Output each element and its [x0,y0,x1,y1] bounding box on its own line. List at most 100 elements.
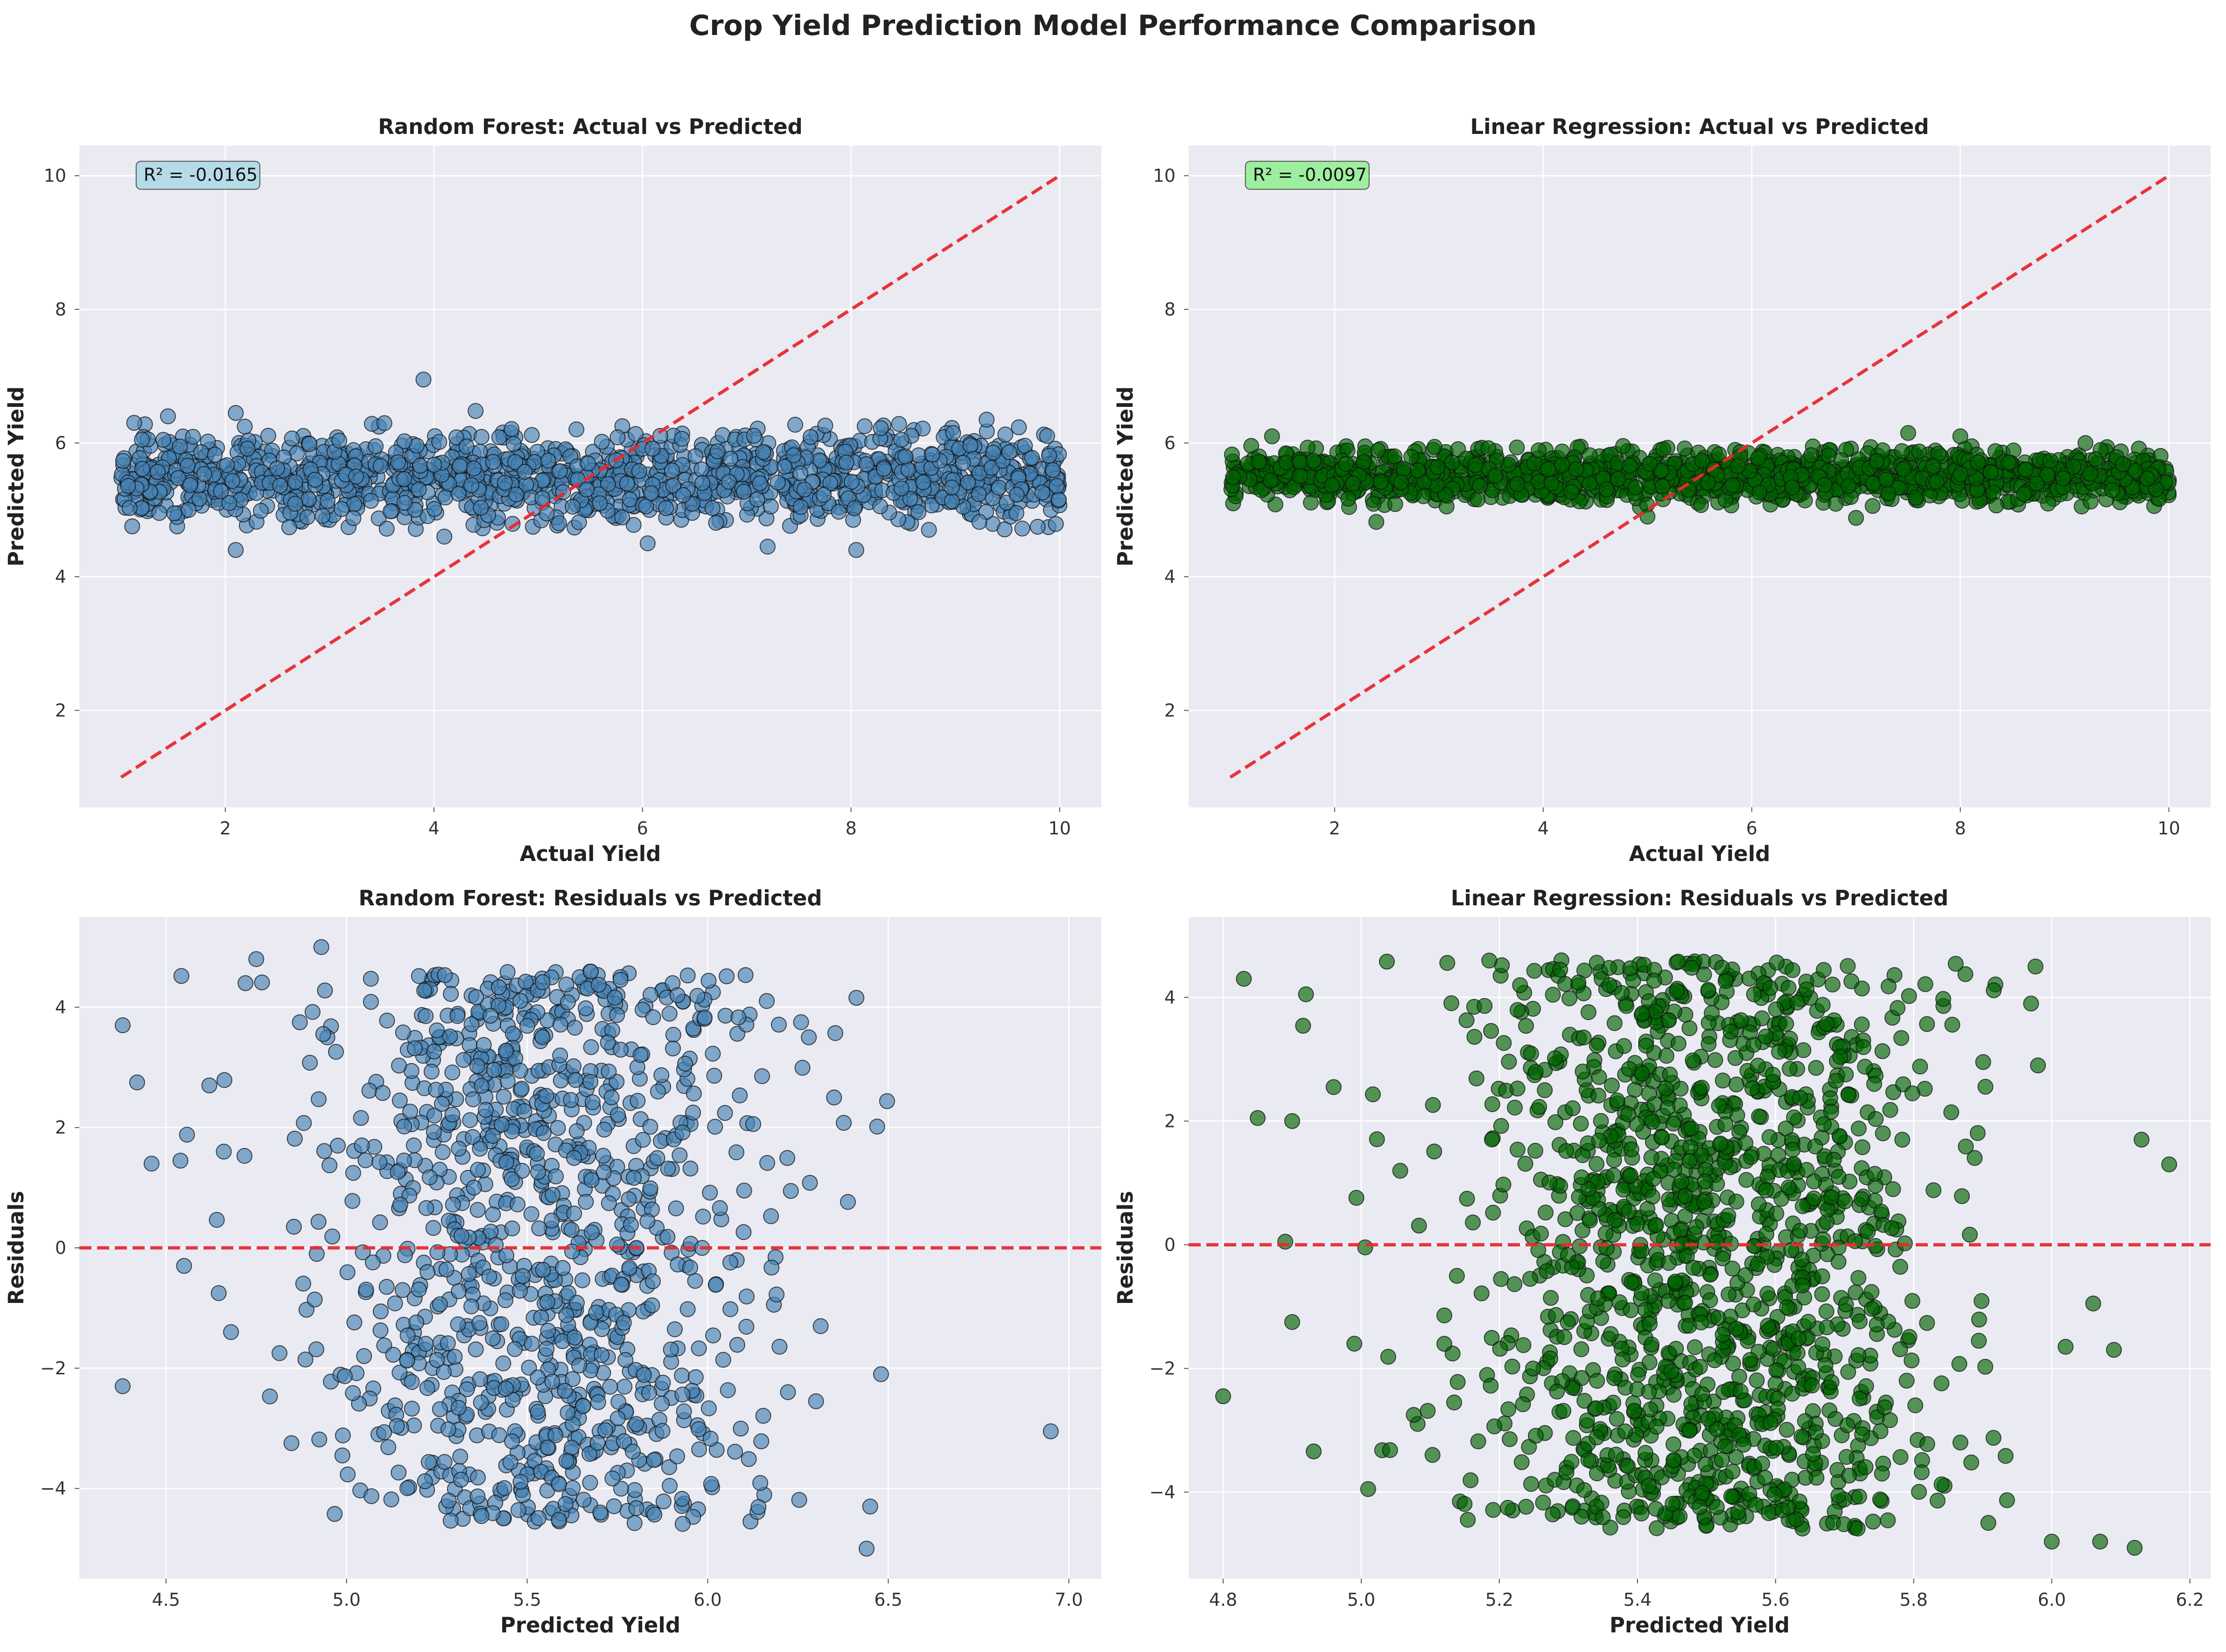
data-point [404,1374,420,1390]
data-point [485,1128,501,1144]
data-point [1665,1436,1681,1452]
data-point [1696,966,1712,983]
data-point [2127,462,2143,479]
data-point [1661,1255,1677,1271]
data-point [518,973,534,990]
data-point [644,1297,660,1314]
data-point [1895,461,1911,477]
data-point [302,1055,318,1071]
data-point [1751,484,1768,501]
data-point [470,1162,486,1178]
data-point [535,1262,551,1278]
data-point [1655,441,1672,457]
data-point [1865,476,1881,492]
data-point [687,1369,704,1386]
data-point [626,1515,643,1531]
data-point [717,1105,733,1121]
data-point [1610,471,1626,487]
data-point [193,444,210,460]
data-point [389,1418,405,1434]
data-point [759,1155,776,1171]
r2-annotation-box [1245,161,1370,190]
data-point [1582,447,1598,463]
data-point [540,453,556,469]
data-point [826,1089,842,1106]
data-point [1944,1016,1960,1033]
data-point [759,539,776,555]
figure-title: Crop Yield Prediction Model Performance … [689,9,1537,42]
data-point [704,500,721,516]
data-point [1728,1076,1744,1092]
data-point [438,1261,455,1278]
data-point [971,514,987,530]
data-point [722,451,739,467]
data-point [1356,454,1372,470]
data-point [741,1451,757,1467]
data-point [571,514,587,531]
data-point [287,474,303,490]
data-point [504,1171,520,1187]
data-point [521,1359,537,1376]
data-point [560,994,576,1010]
data-point [2016,486,2032,503]
data-point [1715,1327,1731,1343]
data-point [1967,1150,1983,1166]
data-point [1754,1456,1771,1472]
data-point [322,1157,338,1174]
data-point [1472,478,1488,494]
data-point [2139,470,2156,487]
data-point [551,1512,567,1528]
data-point [1034,484,1050,501]
data-point [1558,1143,1575,1159]
data-point [619,476,635,492]
data-point [729,1337,745,1353]
data-point [160,408,176,425]
data-point [1957,966,1974,982]
data-point [224,473,241,489]
data-point [733,1421,749,1437]
data-point [1768,1440,1785,1456]
data-point [902,490,918,507]
data-point [507,1341,523,1357]
data-point [862,1498,878,1515]
data-point [1749,1372,1765,1388]
data-point [1403,448,1420,465]
data-point [638,498,654,515]
data-point [612,972,629,988]
data-point [754,1068,770,1085]
data-point [385,1347,401,1363]
data-point [502,1454,518,1470]
data-point [517,464,533,480]
data-point [564,1440,580,1456]
r2-annotation: R² = -0.0097 [1253,165,1367,185]
data-point [376,415,392,431]
data-point [817,417,833,434]
data-point [1838,1296,1854,1313]
data-point [621,1191,637,1207]
data-point [869,1119,885,1135]
data-point [812,1318,829,1334]
data-point [910,447,927,463]
data-point [173,968,189,984]
data-point [509,1196,525,1212]
data-point [429,1022,445,1038]
r2-annotation: R² = -0.0165 [144,165,258,185]
data-point [319,493,336,509]
data-point [616,1379,633,1395]
data-point [1830,1169,1847,1185]
data-point [793,1014,809,1030]
data-point [627,1482,643,1498]
data-point [1518,1018,1534,1034]
data-point [508,486,525,503]
data-point [1759,1286,1776,1302]
data-point [210,1285,227,1302]
data-point [674,1124,691,1141]
data-point [1615,1509,1631,1525]
data-point [301,491,317,507]
data-point [650,1083,666,1099]
data-point [126,415,142,431]
data-point [960,474,976,490]
data-point [1465,1214,1481,1231]
data-point [539,1341,555,1357]
